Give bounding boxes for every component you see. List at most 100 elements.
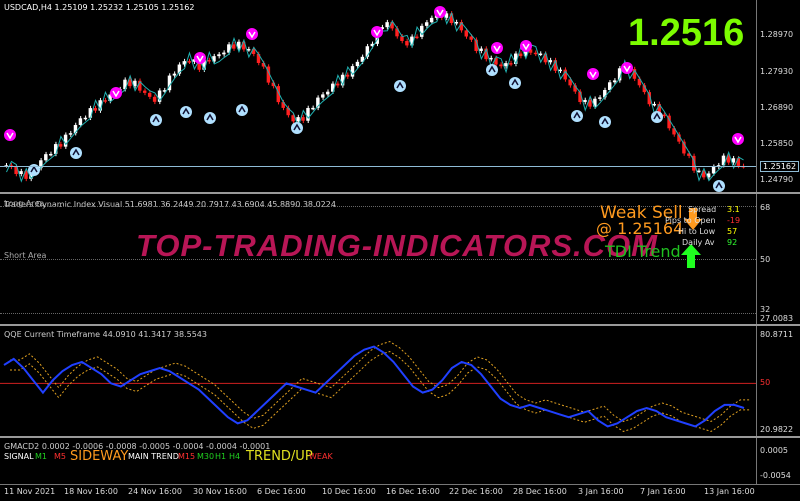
- buy-signal-icon: [651, 111, 663, 123]
- gmacd-axis: [756, 438, 800, 484]
- candle: [598, 97, 602, 99]
- candle: [152, 96, 157, 102]
- sell-signal-glyph: [373, 29, 381, 37]
- candle: [350, 66, 355, 77]
- qqe-chart[interactable]: [0, 326, 756, 436]
- candle: [93, 108, 97, 111]
- candle: [68, 133, 73, 135]
- candle: [266, 66, 271, 83]
- candle: [380, 27, 384, 30]
- date-label: 28 Dec 16:00: [513, 487, 567, 496]
- long-area-label: Long Area: [4, 199, 45, 208]
- candle: [128, 79, 132, 87]
- buy-signal-glyph: [182, 107, 190, 115]
- sell-signal-icon: [491, 42, 503, 54]
- candle: [73, 124, 78, 134]
- candle: [612, 80, 617, 83]
- candle: [706, 173, 711, 178]
- gmacd-panel[interactable]: [0, 438, 756, 484]
- candle: [603, 90, 607, 98]
- tdi-axis: [756, 194, 800, 324]
- candle: [464, 30, 468, 37]
- weak-sell-price: @ 1.25164: [596, 219, 684, 238]
- gmacd-tick: -0.0054: [760, 471, 791, 480]
- buy-signal-glyph: [30, 165, 38, 173]
- date-label: 7 Jan 16:00: [640, 487, 686, 496]
- candle: [236, 41, 241, 49]
- candle: [301, 117, 305, 121]
- main-trend-label: MAIN TREND: [128, 452, 179, 461]
- candle: [652, 103, 656, 106]
- candle: [108, 94, 112, 101]
- trend-m15: M15: [178, 452, 196, 461]
- candle: [504, 63, 508, 67]
- candle: [335, 83, 340, 86]
- candle: [172, 73, 177, 76]
- gmacd-tick: 0.0005: [760, 446, 788, 455]
- candle: [53, 144, 58, 154]
- buy-signal-icon: [394, 80, 406, 92]
- candle: [39, 160, 43, 169]
- qqe-panel[interactable]: [0, 326, 756, 436]
- candle: [637, 78, 642, 86]
- candle: [78, 118, 83, 125]
- main-tick: 1.26890: [760, 103, 794, 112]
- candle: [533, 52, 538, 55]
- trend-m30: M30: [197, 452, 215, 461]
- candle: [573, 85, 577, 92]
- candle: [632, 69, 637, 79]
- candle: [716, 165, 721, 167]
- candle: [241, 41, 246, 50]
- sell-arrow-icon: [684, 208, 702, 230]
- buy-signal-glyph: [601, 117, 609, 125]
- candle: [202, 60, 206, 70]
- weak-sell-label: Weak Sell: [600, 203, 683, 223]
- candle: [424, 22, 429, 26]
- up-arrow-icon: [681, 244, 701, 268]
- panel-separator[interactable]: [0, 192, 800, 194]
- candle: [390, 22, 394, 29]
- candle: [682, 141, 686, 154]
- buy-signal-glyph: [293, 123, 301, 131]
- sell-signal-icon: [194, 52, 206, 64]
- info-pips-label: Pips to Open: [665, 216, 716, 225]
- candle: [58, 144, 63, 147]
- candle: [330, 83, 335, 92]
- candle: [677, 134, 681, 142]
- candle: [667, 115, 671, 129]
- candle: [494, 57, 498, 65]
- tdi-tick: 27.0083: [760, 314, 794, 323]
- candle: [489, 57, 493, 60]
- candle: [528, 49, 533, 53]
- date-label: 22 Dec 16:00: [449, 487, 503, 496]
- candle: [697, 170, 701, 173]
- sell-signal-glyph: [734, 136, 742, 144]
- candle: [271, 82, 276, 87]
- candle: [499, 64, 503, 67]
- moving-average-line: [6, 6, 744, 183]
- sell-signal-glyph: [248, 31, 256, 39]
- date-label: 11 Nov 2021: [4, 487, 56, 496]
- tdi-tick: 32: [760, 305, 771, 314]
- date-label: 3 Jan 16:00: [578, 487, 624, 496]
- main-price-chart[interactable]: [0, 0, 756, 192]
- info-hilo-value: 57: [727, 227, 738, 236]
- candle: [182, 61, 187, 65]
- date-label: 24 Nov 16:00: [128, 487, 182, 496]
- candle: [326, 91, 330, 95]
- candle: [187, 61, 191, 63]
- candle: [509, 63, 513, 65]
- candle: [14, 166, 18, 175]
- panel-separator[interactable]: [0, 324, 800, 326]
- candle: [251, 49, 256, 54]
- candle: [49, 153, 53, 156]
- main-price-axis: [756, 0, 800, 192]
- trend-up-label: TREND/UP: [246, 449, 313, 464]
- watermark: TOP-TRADING-INDICATORS.COM: [136, 228, 658, 263]
- tdi-header: Traders Dynamic Index Visual 51.6981 36.…: [4, 200, 336, 209]
- tdi-level-50: [0, 259, 756, 260]
- panel-separator[interactable]: [0, 436, 800, 438]
- buy-signal-icon: [571, 110, 583, 122]
- qqe-header: QQE Current Timeframe 44.0910 41.3417 38…: [4, 330, 207, 339]
- buy-signal-icon: [28, 164, 40, 176]
